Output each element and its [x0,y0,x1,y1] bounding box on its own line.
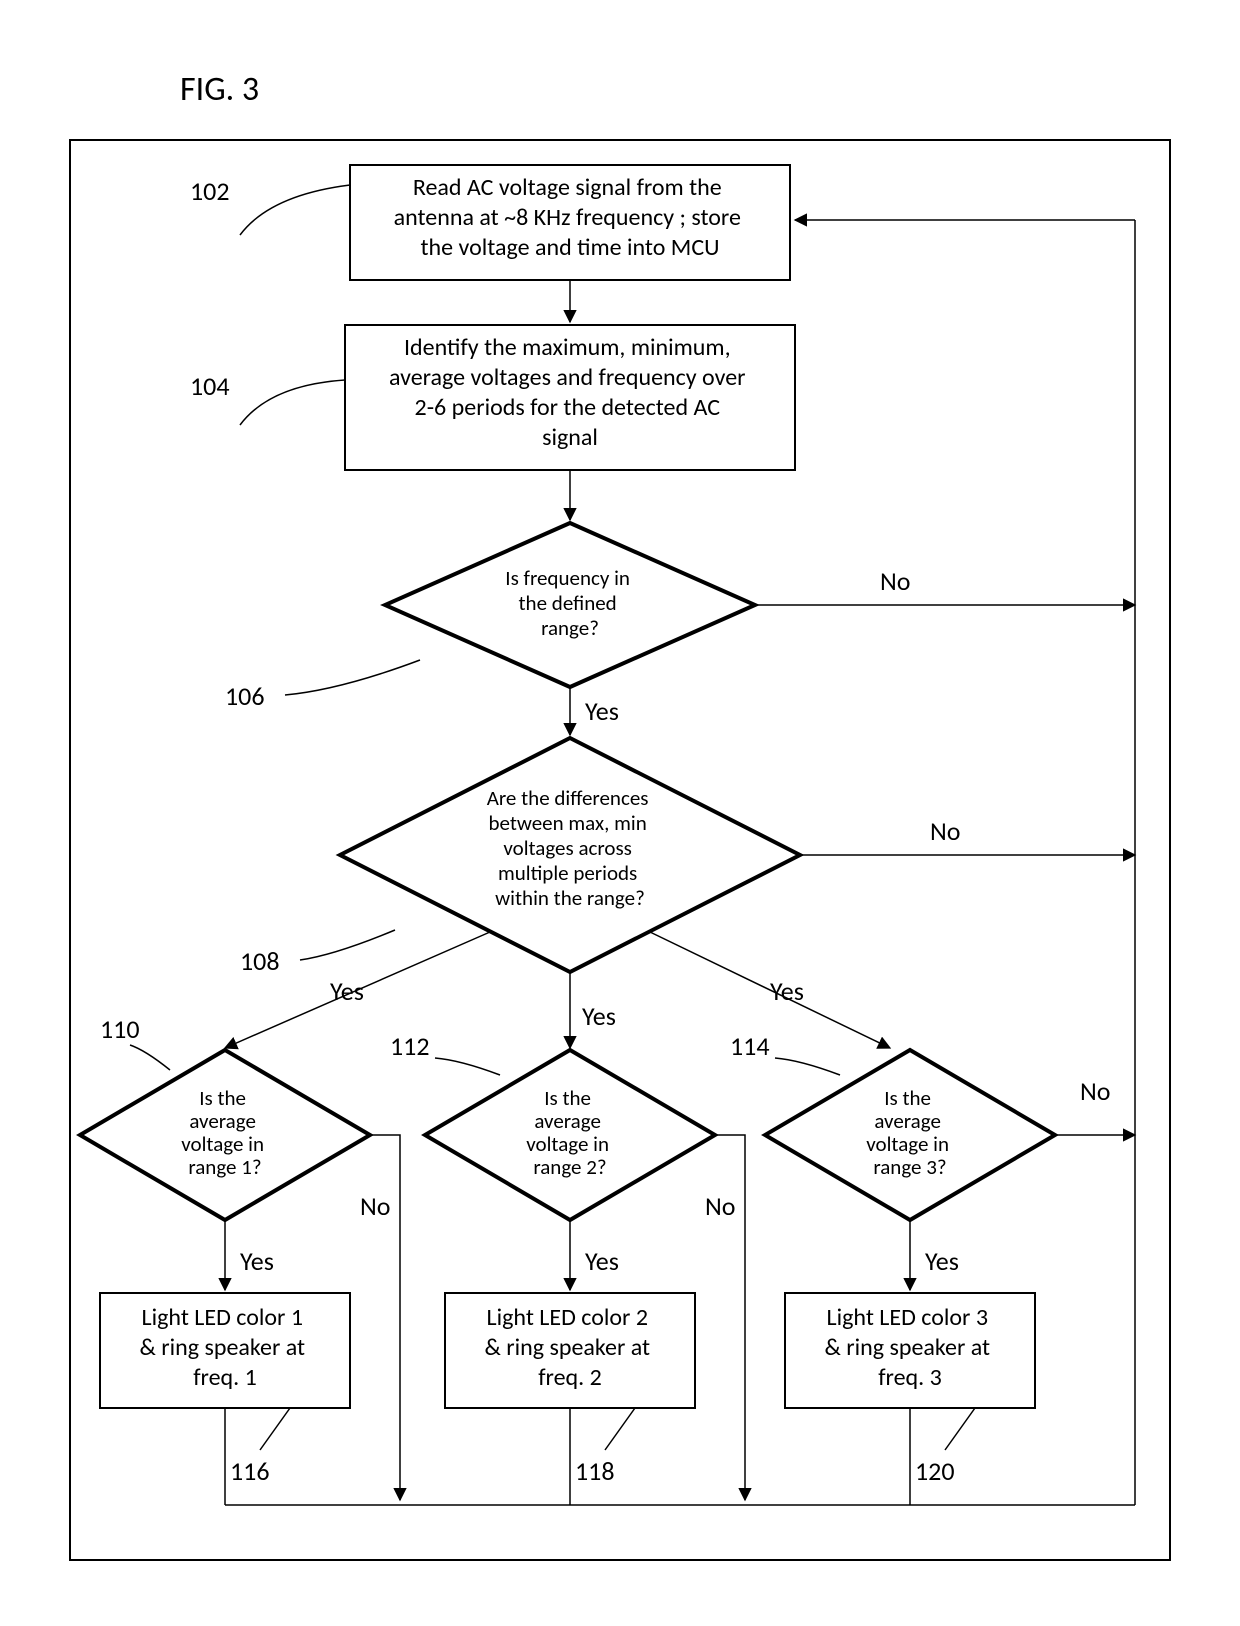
node-108: Are the differences between max, min vol… [340,738,800,972]
node-110: Is the average voltage in range 1? [80,1050,370,1220]
label-108-yes-mid: Yes [582,1000,616,1032]
node-120: Light LED color 3 & ring speaker at freq… [785,1293,1035,1408]
node-118: Light LED color 2 & ring speaker at freq… [445,1293,695,1408]
n104-l4: signal [542,423,598,452]
callout-104 [240,380,345,425]
figure-label: FIG. 3 [180,69,259,110]
callout-116 [260,1408,290,1450]
label-112-no: No [705,1190,736,1222]
callout-102 [240,185,350,235]
n118-l3: freq. 2 [538,1363,602,1392]
ref-106: 106 [225,680,265,712]
label-106-no: No [880,565,911,597]
label-114-yes: Yes [925,1245,959,1277]
node-104: Identify the maximum, minimum, average v… [345,325,795,470]
n108-l4: multiple periods [498,860,637,886]
callout-120 [945,1408,975,1450]
ref-114: 114 [730,1030,770,1062]
n110-l4: range 1? [188,1154,261,1180]
n104-l1: Identify the maximum, minimum, [404,333,731,362]
n116-l3: freq. 1 [193,1363,257,1392]
n108-l3: voltages across [503,835,632,861]
callout-108 [300,930,395,960]
n120-l2: & ring speaker at [824,1333,990,1362]
callout-112 [435,1058,500,1075]
label-114-no: No [1080,1075,1111,1107]
ref-120: 120 [915,1455,955,1487]
label-110-yes: Yes [240,1245,274,1277]
svg-text:Are the differences betw: Are the differences between max, min vol… [487,785,654,911]
node-106: Is frequency in the defined range? [385,523,755,687]
n120-l1: Light LED color 3 [827,1303,988,1332]
label-108-yes-left: Yes [330,975,364,1007]
n102-l1: Read AC voltage signal from the [413,173,722,202]
n108-l2: between max, min [488,810,646,836]
ref-110: 110 [100,1013,140,1045]
n106-l1: Is frequency in [505,565,630,591]
ref-116: 116 [230,1455,270,1487]
n118-l2: & ring speaker at [484,1333,650,1362]
n102-l2: antenna at ~8 KHz frequency ; store [394,203,741,232]
n102-l3: the voltage and time into MCU [420,233,719,262]
node-116: Light LED color 1 & ring speaker at freq… [100,1293,350,1408]
ref-102: 102 [190,175,230,207]
callout-114 [775,1058,840,1075]
callout-118 [605,1408,635,1450]
svg-text:Read AC voltage signal from th: Read AC voltage signal from the antenna … [394,173,747,262]
n104-l3: 2-6 periods for the detected AC [415,393,721,422]
ref-108: 108 [240,945,280,977]
ref-112: 112 [390,1030,430,1062]
ref-104: 104 [190,370,230,402]
ref-118: 118 [575,1455,615,1487]
n108-l5: within the range? [495,885,645,911]
n106-l3: range? [541,615,599,641]
n108-l1: Are the differences [487,785,649,811]
n116-l2: & ring speaker at [139,1333,305,1362]
n120-l3: freq. 3 [878,1363,942,1392]
node-112: Is the average voltage in range 2? [425,1050,715,1220]
n112-l4: range 2? [533,1154,606,1180]
node-102: Read AC voltage signal from the antenna … [350,165,790,280]
label-112-yes: Yes [585,1245,619,1277]
label-108-no: No [930,815,961,847]
n106-l2: the defined [519,590,617,616]
label-110-no: No [360,1190,391,1222]
n104-l2: average voltages and frequency over [389,363,745,392]
node-114: Is the average voltage in range 3? [765,1050,1055,1220]
n118-l1: Light LED color 2 [487,1303,648,1332]
callout-110 [130,1045,170,1070]
label-108-yes-right: Yes [770,975,804,1007]
callout-106 [285,660,420,695]
n114-l4: range 3? [873,1154,946,1180]
label-106-yes: Yes [585,695,619,727]
n116-l1: Light LED color 1 [142,1303,303,1332]
